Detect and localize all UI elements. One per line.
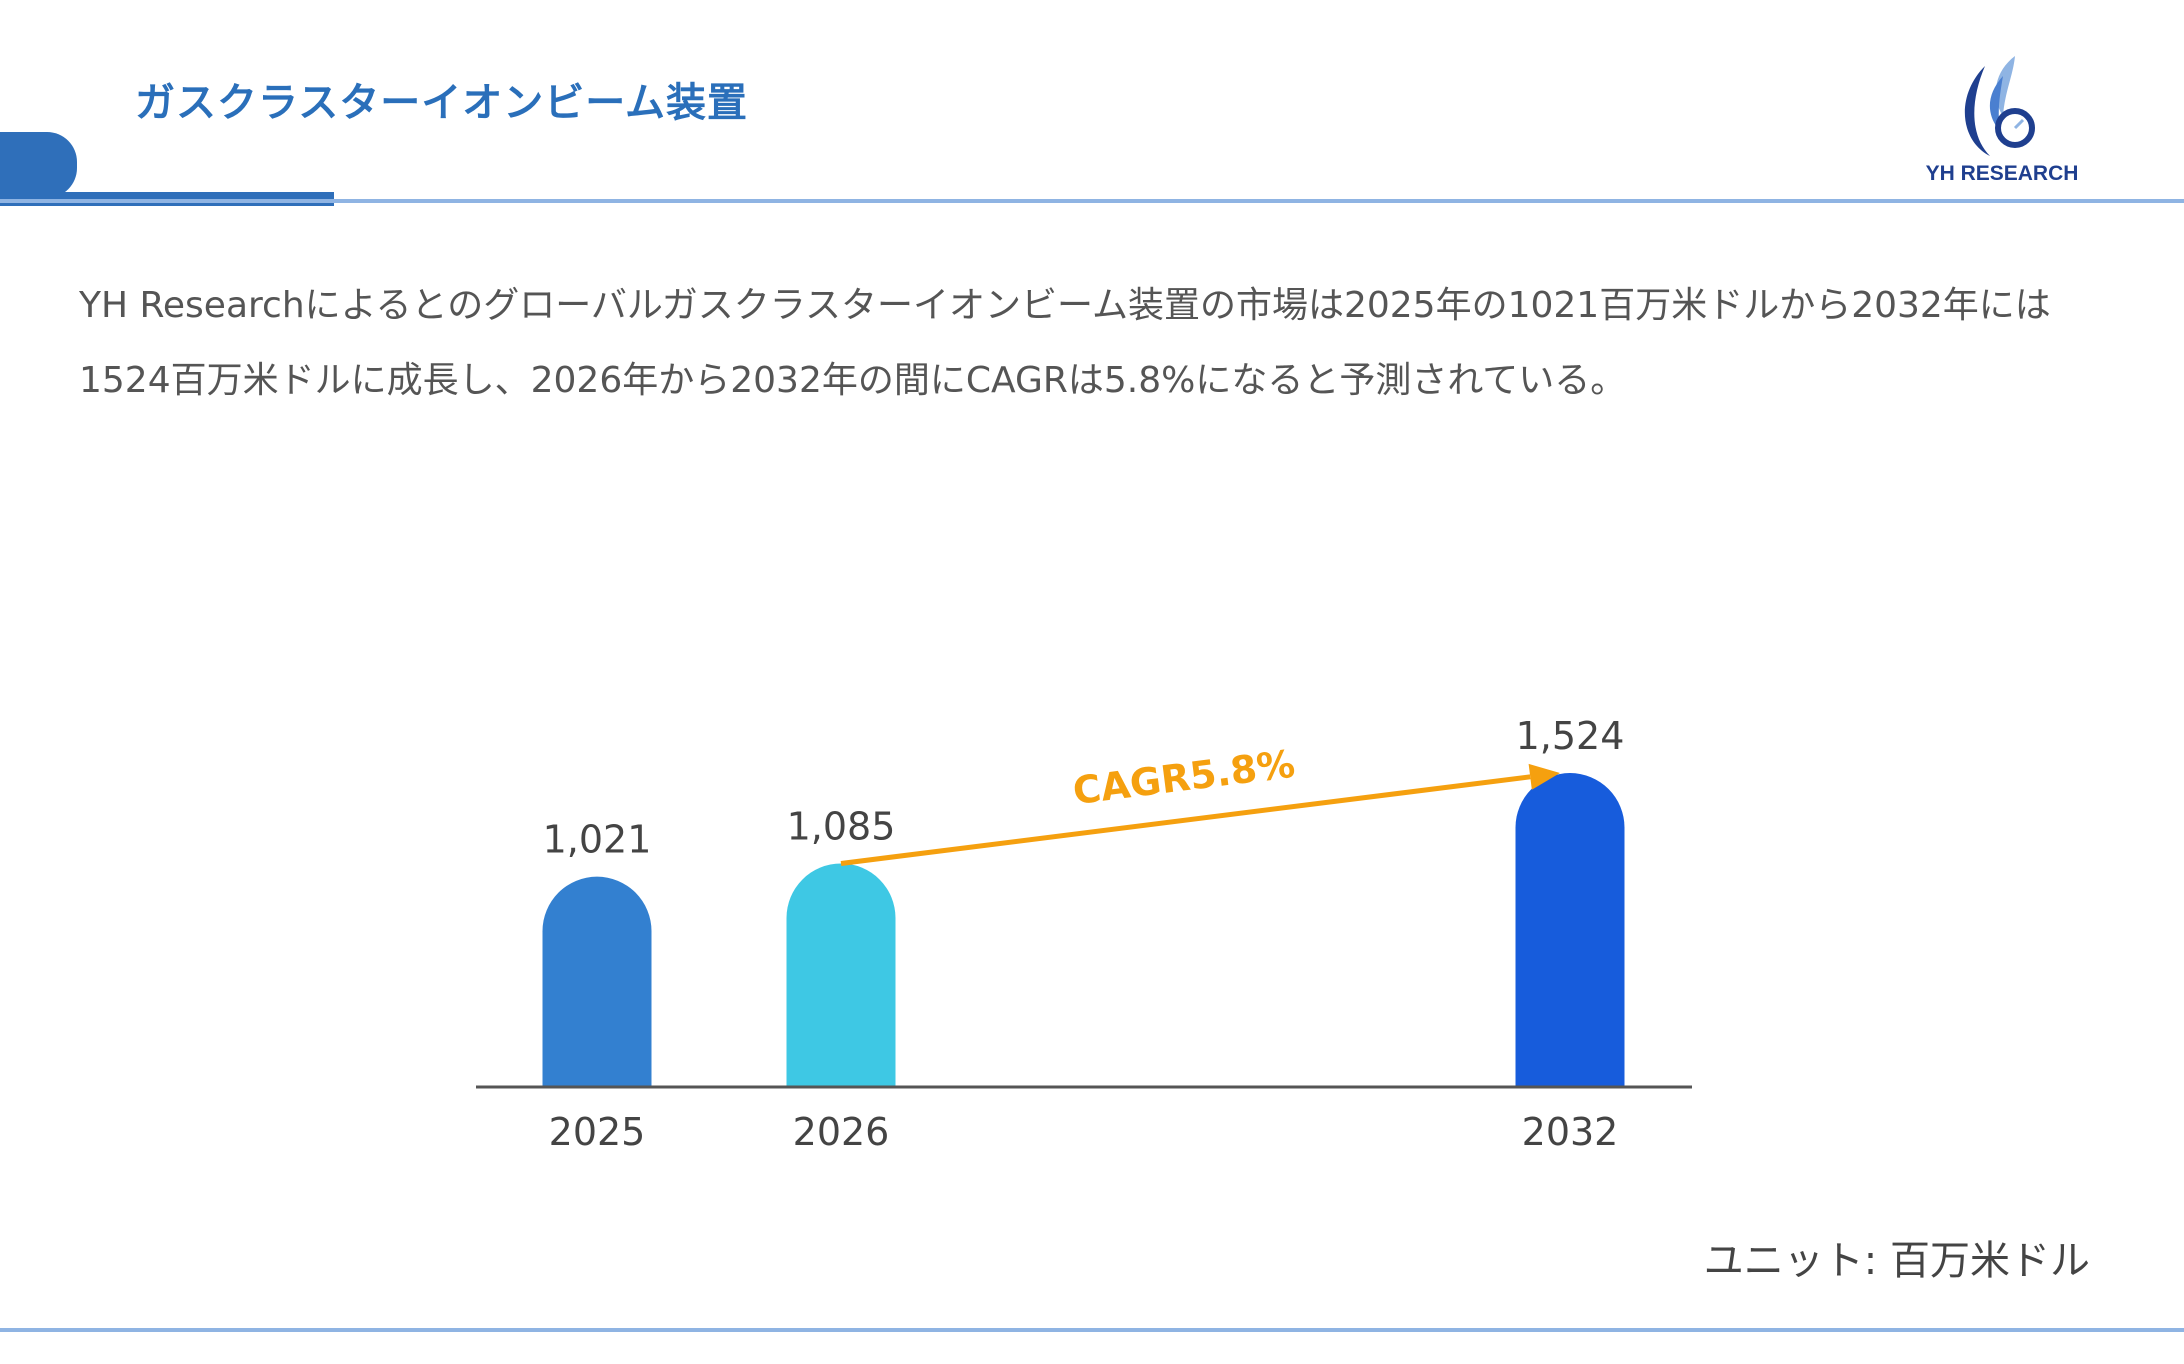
logo-text: YH RESEARCH — [1926, 162, 2079, 185]
header-divider — [0, 199, 2184, 203]
yh-research-logo: YH RESEARCH — [1926, 56, 2079, 185]
value-label-2032: 1,524 — [1516, 714, 1625, 758]
value-label-2026: 1,085 — [787, 804, 896, 848]
x-tick-label-2025: 2025 — [549, 1110, 646, 1154]
header-tab-decoration — [0, 132, 77, 198]
market-description: YH Researchによるとのグローバルガスクラスターイオンビーム装置の市場は… — [79, 285, 2051, 401]
cagr-label: CAGR5.8% — [1070, 742, 1297, 814]
value-label-2025: 1,021 — [543, 818, 652, 862]
bar-2025 — [542, 876, 652, 1087]
footer-divider — [0, 1328, 2184, 1332]
unit-label: ユニット: 百万米ドル — [1703, 1238, 2090, 1284]
page-title: ガスクラスターイオンビーム装置 — [135, 80, 748, 126]
bar-2026 — [786, 863, 896, 1087]
cagr-arrow-line — [840, 774, 1531, 866]
bar-2032 — [1515, 773, 1625, 1087]
x-tick-label-2032: 2032 — [1522, 1110, 1619, 1154]
cagr-arrow-head — [1528, 763, 1560, 790]
x-tick-label-2026: 2026 — [793, 1110, 890, 1154]
